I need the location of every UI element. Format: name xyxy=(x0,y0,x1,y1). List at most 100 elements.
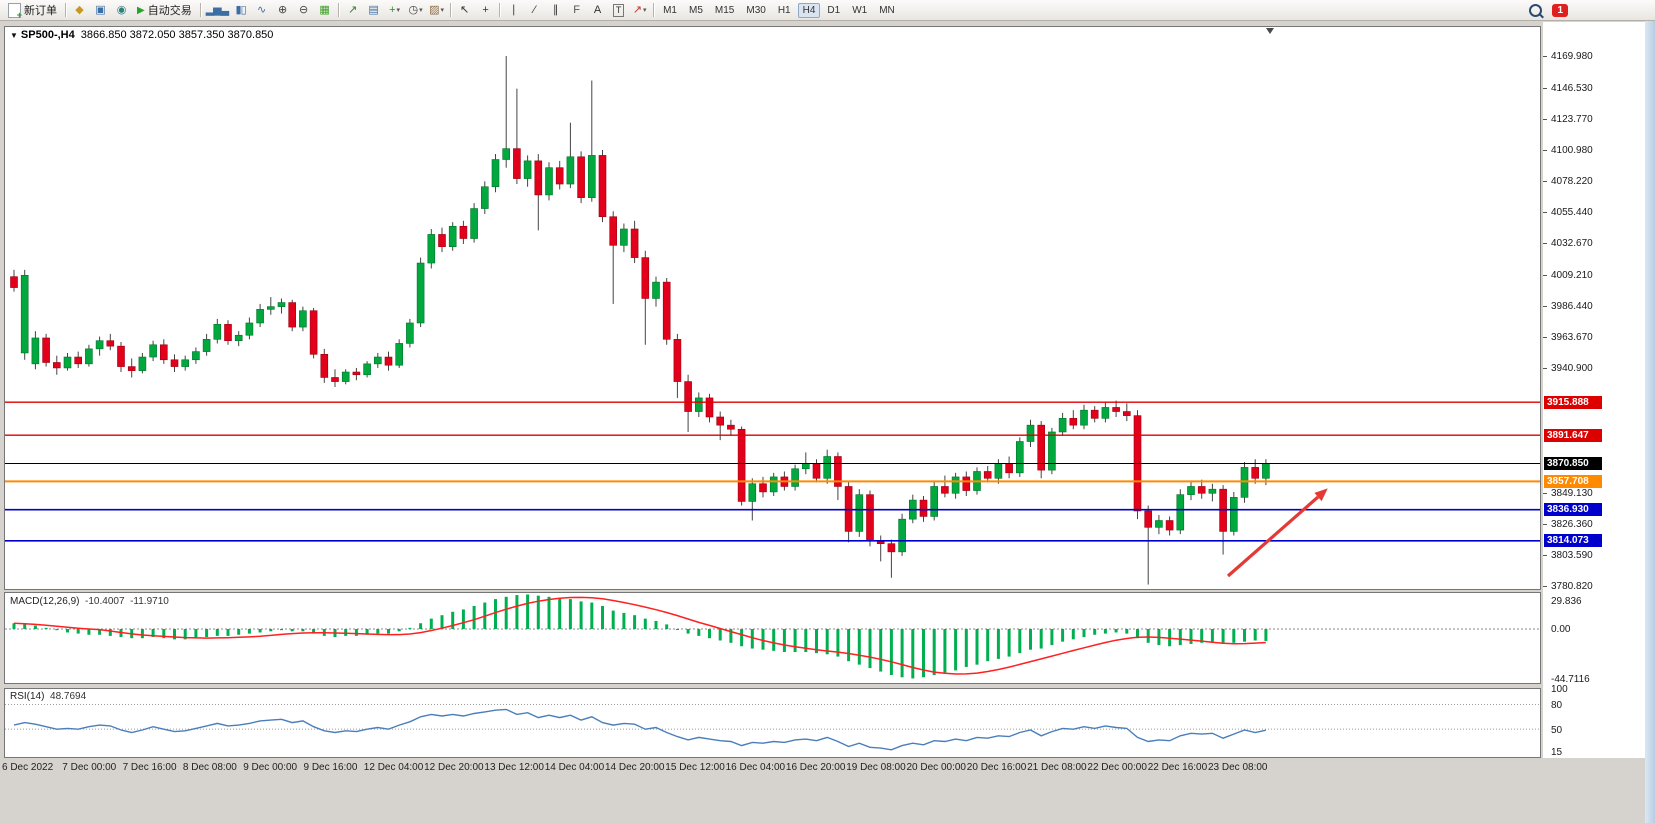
toolbar-separator xyxy=(450,3,452,17)
line-chart-icon[interactable]: ∿ xyxy=(251,1,272,20)
timeframe-h4[interactable]: H4 xyxy=(797,2,821,18)
time-axis-label: 14 Dec 04:00 xyxy=(544,762,605,773)
time-axis-label: 21 Dec 08:00 xyxy=(1027,762,1087,773)
time-axis-label: 22 Dec 00:00 xyxy=(1087,762,1147,773)
toolbar-separator xyxy=(653,3,655,17)
price-tick-mark xyxy=(1543,368,1547,370)
one-click-trading-toggle[interactable]: ▼ xyxy=(10,31,18,40)
templates-icon[interactable]: ▨ ▾ xyxy=(426,1,447,20)
cursor-icon[interactable]: ↖ xyxy=(454,1,475,20)
periods-icon[interactable]: ◷ ▾ xyxy=(405,1,426,20)
time-axis-label: 19 Dec 08:00 xyxy=(846,762,906,773)
toolbar-separator xyxy=(499,3,501,17)
new-order-button[interactable]: 新订单 xyxy=(3,1,62,20)
price-tick-mark xyxy=(1543,524,1547,526)
notification-badge[interactable]: 1 xyxy=(1552,3,1568,17)
macd-scale-label: 29.836 xyxy=(1551,596,1582,607)
vertical-line-icon[interactable]: ∣ xyxy=(503,1,524,20)
price-marker-3857.708: 3857.708 xyxy=(1544,474,1602,488)
objects-list-icon[interactable]: ▤ xyxy=(363,1,384,20)
toolbar-separator xyxy=(338,3,340,17)
autotrading-button[interactable]: ▶ 自动交易 xyxy=(132,1,197,20)
text-label-icon[interactable]: T xyxy=(608,1,629,20)
chart-title: ▼ SP500-,H4 3866.850 3872.050 3857.350 387… xyxy=(10,29,273,41)
dropdown-caret-icon: ▾ xyxy=(440,6,445,14)
macd-scale-label: -44.7116 xyxy=(1551,674,1590,685)
dropdown-caret-icon: ▾ xyxy=(419,6,423,14)
crosshair-icon[interactable]: + xyxy=(475,1,496,20)
time-axis-label: 14 Dec 20:00 xyxy=(605,762,665,773)
search-icon[interactable] xyxy=(1525,1,1546,20)
price-tick-label: 4169.980 xyxy=(1551,50,1593,62)
profiles-icon[interactable]: ▣ xyxy=(90,1,111,20)
timeframe-m15[interactable]: M15 xyxy=(714,4,735,16)
price-tick-label: 4009.210 xyxy=(1551,270,1593,282)
rsi-scale-label: 50 xyxy=(1551,725,1563,737)
zoom-in-icon[interactable]: ⊕ xyxy=(272,1,293,20)
price-tick-mark xyxy=(1543,181,1547,182)
timeframe-w1[interactable]: W1 xyxy=(852,4,868,16)
price-tick-label: 3963.670 xyxy=(1551,332,1593,344)
price-tick-mark xyxy=(1543,586,1547,588)
metaeditor-icon[interactable]: ◉ xyxy=(111,1,132,20)
timeframe-m5[interactable]: M5 xyxy=(689,4,703,16)
macd-panel[interactable] xyxy=(4,592,1541,684)
zoom-out-icon-glyph: ⊖ xyxy=(298,3,309,16)
price-tick-label: 4032.670 xyxy=(1551,238,1593,250)
bar-chart-icon[interactable]: ▂▅▃ xyxy=(204,1,230,20)
add-indicator-icon[interactable]: + ▾ xyxy=(384,1,405,20)
price-tick-label: 3780.820 xyxy=(1551,581,1593,593)
metaeditor-icon-glyph: ◉ xyxy=(116,3,127,16)
trendline-icon[interactable]: ∕ xyxy=(524,1,545,20)
new-chart-icon[interactable]: ◆ xyxy=(69,1,90,20)
fibonacci-icon[interactable]: F xyxy=(566,1,587,20)
timeframe-d1[interactable]: D1 xyxy=(827,4,841,16)
tile-windows-icon[interactable]: ▦ xyxy=(314,1,335,20)
zoom-out-icon[interactable]: ⊖ xyxy=(293,1,314,20)
price-tick-mark xyxy=(1543,493,1547,495)
macd-name: MACD(12,26,9) xyxy=(10,596,80,607)
trendline-icon-glyph: ∕ xyxy=(533,3,536,16)
price-tick-label: 3826.360 xyxy=(1551,519,1593,531)
macd-signal-value: -11.9710 xyxy=(130,596,169,607)
text-icon[interactable]: A xyxy=(587,1,608,20)
autotrading-button-label: 自动交易 xyxy=(147,5,192,17)
time-axis-label: 13 Dec 12:00 xyxy=(484,762,544,773)
rsi-panel[interactable] xyxy=(4,688,1541,758)
zoom-in-icon-glyph: ⊕ xyxy=(277,3,288,16)
dropdown-caret-icon: ▾ xyxy=(396,6,401,14)
price-tick-label: 3803.590 xyxy=(1551,550,1593,562)
profiles-icon-glyph: ▣ xyxy=(95,3,106,16)
time-axis-label: 12 Dec 04:00 xyxy=(363,762,424,773)
arrows-icon[interactable]: ↗ ▾ xyxy=(629,1,650,20)
channel-icon[interactable]: ∥ xyxy=(545,1,566,20)
new-order-button-label: 新订单 xyxy=(24,5,57,17)
candlestick-chart-icon[interactable]: ▮▯ xyxy=(230,1,251,20)
price-tick-label: 4123.770 xyxy=(1551,113,1593,125)
price-tick-label: 3940.900 xyxy=(1551,363,1593,375)
time-axis-label: 20 Dec 00:00 xyxy=(906,762,967,773)
time-axis-label: 12 Dec 20:00 xyxy=(424,762,484,773)
fibonacci-icon-glyph: F xyxy=(573,3,580,16)
time-axis-label: 20 Dec 16:00 xyxy=(966,762,1027,773)
price-axis[interactable]: 4169.980 4146.530 4123.770 4100.980 4078.220… xyxy=(1543,22,1645,758)
crosshair-icon-glyph: + xyxy=(482,3,489,16)
timeframe-m1[interactable]: M1 xyxy=(663,4,677,16)
bar-chart-icon-glyph: ▂▅▃ xyxy=(205,3,229,16)
toolbar: 新订单 ◆ ▣ ◉ ▶自动交易 ▂▅▃▮▯∿ ⊕ ⊖ ▦ ↗▤+▾◷▾▨▾ ↖ + ∣ ∕ ∥ FAT↗▾ M1… xyxy=(0,0,1655,21)
time-axis-label: 16 Dec 20:00 xyxy=(785,762,846,773)
indicators-icon[interactable]: ↗ xyxy=(342,1,363,20)
new-chart-icon-glyph: ◆ xyxy=(75,3,84,16)
price-tick-label: 4100.980 xyxy=(1551,144,1593,156)
time-axis-label: 9 Dec 16:00 xyxy=(303,762,358,773)
price-tick-mark xyxy=(1543,55,1547,57)
time-axis-label: 7 Dec 00:00 xyxy=(62,762,117,773)
price-chart-panel[interactable] xyxy=(4,26,1541,590)
timeframe-mn[interactable]: MN xyxy=(879,4,895,16)
price-tick-label: 4055.440 xyxy=(1551,207,1593,219)
timeframe-h1[interactable]: H1 xyxy=(777,4,791,16)
macd-scale-label: 0.00 xyxy=(1551,624,1571,635)
price-marker-3836.930: 3836.930 xyxy=(1544,503,1602,517)
timeframe-m30[interactable]: M30 xyxy=(746,4,766,16)
